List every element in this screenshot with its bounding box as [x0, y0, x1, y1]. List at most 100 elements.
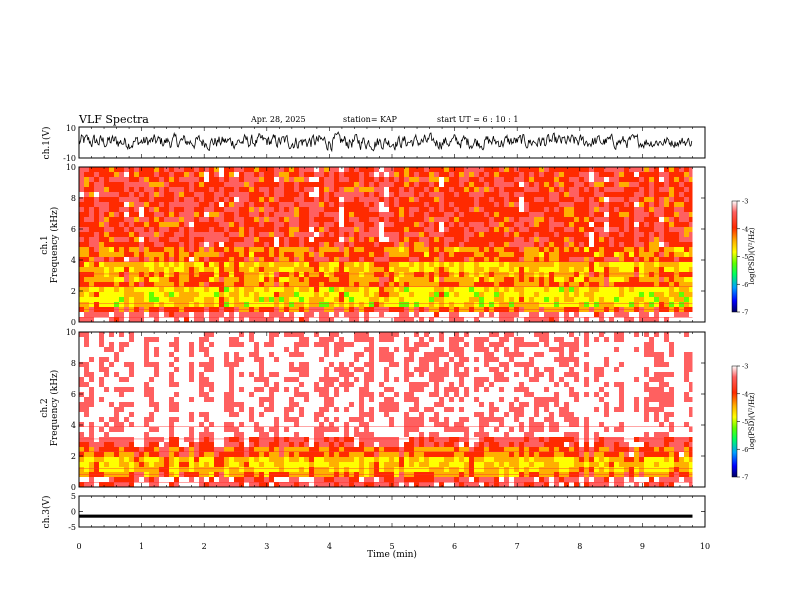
spectrogram-cell	[639, 272, 644, 277]
spectrogram-cell	[339, 197, 344, 202]
spectrogram-cell	[194, 267, 199, 272]
spectrogram-cell	[104, 332, 109, 337]
spectrogram-cell	[609, 212, 614, 217]
spectrogram-cell	[169, 247, 174, 252]
spectrogram-cell	[304, 292, 309, 297]
spectrogram-cell	[99, 402, 104, 407]
spectrogram-cell	[274, 317, 279, 322]
spectrogram-cell	[89, 242, 94, 247]
spectrogram-cell	[294, 302, 299, 307]
spectrogram-cell	[129, 402, 134, 407]
spectrogram-cell	[84, 252, 89, 257]
spectrogram-cell	[619, 182, 624, 187]
spectrogram-cell	[214, 452, 219, 457]
spectrogram-cell	[249, 187, 254, 192]
spectrogram-cell	[224, 352, 229, 357]
spectrogram-cell	[154, 462, 159, 467]
spectrogram-cell	[124, 457, 129, 462]
spectrogram-cell	[564, 302, 569, 307]
spectrogram-cell	[564, 167, 569, 172]
spectrogram-cell	[194, 367, 199, 372]
spectrogram-cell	[399, 262, 404, 267]
spectrogram-cell	[424, 192, 429, 197]
spectrogram-cell	[424, 267, 429, 272]
spectrogram-cell	[184, 227, 189, 232]
spectrogram-cell	[249, 217, 254, 222]
spectrogram-cell	[199, 232, 204, 237]
spectrogram-cell	[449, 297, 454, 302]
spectrogram-cell	[359, 302, 364, 307]
spectrogram-cell	[609, 242, 614, 247]
spectrogram-cell	[229, 212, 234, 217]
spectrogram-cell	[134, 177, 139, 182]
spectrogram-cell	[184, 197, 189, 202]
spectrogram-cell	[174, 427, 179, 432]
spectrogram-cell	[119, 227, 124, 232]
spectrogram-cell	[684, 207, 689, 212]
spectrogram-cell	[204, 352, 209, 357]
spectrogram-cell	[444, 177, 449, 182]
spectrogram-cell	[274, 207, 279, 212]
spectrogram-cell	[134, 412, 139, 417]
spectrogram-cell	[524, 217, 529, 222]
spectrogram-cell	[89, 207, 94, 212]
spectrogram-cell	[139, 417, 144, 422]
spectrogram-cell	[319, 237, 324, 242]
spectrogram-cell	[214, 257, 219, 262]
spectrogram-cell	[304, 317, 309, 322]
spectrogram-cell	[624, 272, 629, 277]
spectrogram-cell	[564, 222, 569, 227]
spectrogram-cell	[324, 247, 329, 252]
spectrogram-cell	[534, 202, 539, 207]
spectrogram-cell	[299, 302, 304, 307]
spectrogram-cell	[569, 262, 574, 267]
spectrogram-cell	[489, 257, 494, 262]
spectrogram-cell	[134, 427, 139, 432]
spectrogram-cell	[149, 237, 154, 242]
spectrogram-cell	[174, 337, 179, 342]
spectrogram-cell	[459, 272, 464, 277]
spectrogram-cell	[319, 252, 324, 257]
spectrogram-cell	[424, 277, 429, 282]
spectrogram-cell	[599, 287, 604, 292]
spectrogram-cell	[324, 277, 329, 282]
spectrogram-cell	[234, 227, 239, 232]
spectrogram-cell	[664, 247, 669, 252]
spectrogram-cell	[454, 202, 459, 207]
spectrogram-cell	[149, 367, 154, 372]
spectrogram-cell	[294, 317, 299, 322]
spectrogram-cell	[239, 287, 244, 292]
spectrogram-cell	[419, 287, 424, 292]
spectrogram-cell	[139, 272, 144, 277]
spectrogram-cell	[99, 167, 104, 172]
spectrogram-cell	[589, 297, 594, 302]
spectrogram-cell	[244, 232, 249, 237]
spectrogram-cell	[494, 297, 499, 302]
spectrogram-cell	[249, 282, 254, 287]
spectrogram-cell	[614, 272, 619, 277]
spectrogram-cell	[229, 207, 234, 212]
spectrogram-cell	[139, 292, 144, 297]
spectrogram-cell	[149, 407, 154, 412]
spectrogram-cell	[394, 232, 399, 237]
spectrogram-cell	[389, 287, 394, 292]
spectrogram-cell	[679, 202, 684, 207]
spectrogram-cell	[404, 247, 409, 252]
spectrogram-cell	[164, 302, 169, 307]
spectrogram-cell	[569, 192, 574, 197]
spectrogram-cell	[154, 427, 159, 432]
spectrogram-cell	[294, 257, 299, 262]
spectrogram-cell	[299, 182, 304, 187]
spectrogram-cell	[199, 237, 204, 242]
spectrogram-cell	[354, 187, 359, 192]
spectrogram-cell	[184, 392, 189, 397]
spectrogram-cell	[619, 207, 624, 212]
spectrogram-cell	[374, 262, 379, 267]
spectrogram-cell	[604, 312, 609, 317]
spectrogram-cell	[174, 257, 179, 262]
spectrogram-cell	[184, 432, 189, 437]
spectrogram-cell	[299, 287, 304, 292]
spectrogram-cell	[299, 227, 304, 232]
spectrogram-cell	[544, 217, 549, 222]
spectrogram-cell	[629, 302, 634, 307]
